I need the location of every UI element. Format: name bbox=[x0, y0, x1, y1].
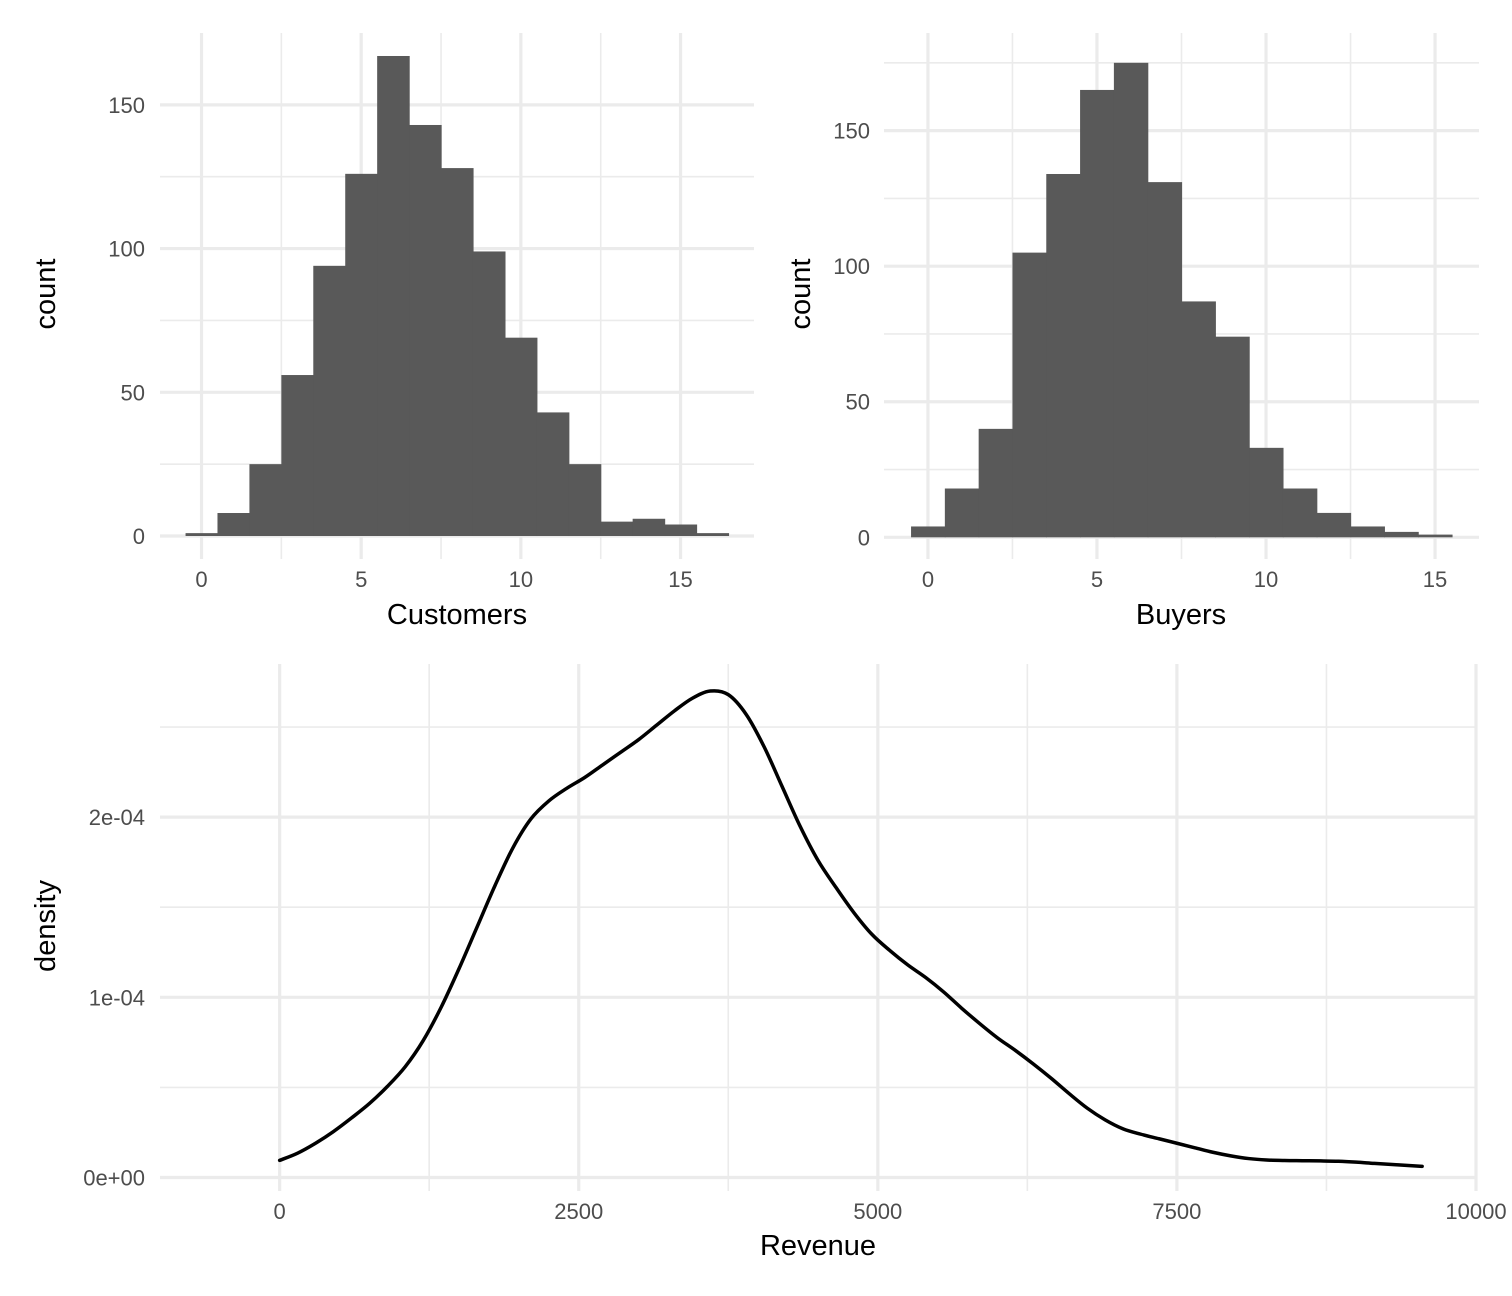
customers-y-tick-labels: 0 50 100 150 bbox=[108, 93, 145, 549]
customers-x-tick-label: 10 bbox=[509, 567, 533, 592]
customers-bar bbox=[345, 173, 378, 536]
customers-y-axis-title: count bbox=[30, 259, 62, 330]
revenue-x-tick-label: 2500 bbox=[554, 1199, 603, 1224]
customers-bar bbox=[281, 375, 314, 536]
customers-y-tick-label: 150 bbox=[108, 93, 145, 118]
customers-bar bbox=[185, 533, 219, 536]
buyers-y-tick-label: 50 bbox=[846, 390, 870, 415]
customers-bars bbox=[185, 55, 730, 537]
revenue-density-panel: 0 2500 5000 7500 10000 0e+00 1e-04 2e-04 Reven… bbox=[30, 664, 1507, 1262]
customers-bar bbox=[568, 464, 602, 537]
revenue-x-axis-title: Revenue bbox=[760, 1230, 876, 1262]
revenue-x-tick-labels: 0 2500 5000 7500 10000 bbox=[274, 1199, 1507, 1224]
customers-bar bbox=[536, 412, 570, 537]
customers-x-tick-label: 15 bbox=[668, 567, 692, 592]
customers-y-tick-label: 0 bbox=[133, 524, 145, 549]
buyers-bar bbox=[911, 526, 946, 538]
buyers-bar bbox=[1384, 531, 1419, 538]
buyers-y-tick-labels: 0 50 100 150 bbox=[833, 119, 870, 551]
buyers-bar bbox=[1147, 182, 1183, 538]
buyers-bar bbox=[1046, 173, 1081, 538]
buyers-y-tick-label: 100 bbox=[833, 254, 870, 279]
revenue-density bbox=[277, 689, 1424, 1169]
revenue-x-tick-label: 0 bbox=[274, 1199, 286, 1224]
customers-bar bbox=[504, 337, 538, 537]
customers-x-tick-label: 0 bbox=[195, 567, 207, 592]
buyers-bar bbox=[978, 428, 1014, 538]
customers-x-tick-labels: 0 5 10 15 bbox=[195, 567, 692, 592]
customers-bar bbox=[472, 251, 506, 537]
customers-bar bbox=[600, 521, 634, 536]
buyers-bar bbox=[1316, 512, 1352, 538]
revenue-grid bbox=[160, 664, 1478, 1191]
buyers-x-tick-label: 5 bbox=[1091, 567, 1103, 592]
buyers-x-tick-label: 10 bbox=[1254, 567, 1278, 592]
customers-bar bbox=[632, 518, 666, 537]
buyers-x-tick-labels: 0 5 10 15 bbox=[922, 567, 1447, 592]
buyers-bars bbox=[911, 62, 1453, 538]
buyers-x-axis-title: Buyers bbox=[1136, 599, 1226, 631]
customers-bar bbox=[217, 513, 251, 536]
buyers-bar bbox=[1350, 526, 1385, 538]
buyers-histogram-panel: 0 5 10 15 0 50 100 150 Buyers count bbox=[785, 33, 1479, 631]
customers-x-tick-label: 5 bbox=[355, 567, 367, 592]
customers-bar bbox=[664, 524, 698, 537]
buyers-y-tick-label: 0 bbox=[858, 525, 870, 550]
buyers-bar bbox=[1080, 89, 1115, 538]
customers-bar bbox=[409, 124, 442, 537]
customers-bar bbox=[249, 464, 282, 537]
buyers-bar bbox=[1215, 336, 1250, 538]
customers-y-tick-label: 50 bbox=[121, 380, 145, 405]
customers-bar bbox=[696, 533, 730, 536]
customers-bar bbox=[441, 168, 474, 536]
revenue-y-axis-title: density bbox=[30, 880, 62, 972]
revenue-x-tick-label: 5000 bbox=[853, 1199, 902, 1224]
customers-x-axis-title: Customers bbox=[387, 599, 527, 631]
buyers-bar bbox=[944, 488, 980, 538]
buyers-bar bbox=[1418, 534, 1453, 538]
buyers-bar bbox=[1282, 488, 1318, 538]
customers-bar bbox=[377, 55, 410, 537]
buyers-bar bbox=[1249, 447, 1284, 538]
revenue-y-tick-labels: 0e+00 1e-04 2e-04 bbox=[83, 805, 145, 1190]
customers-y-tick-label: 100 bbox=[108, 237, 145, 262]
revenue-y-tick-label: 2e-04 bbox=[89, 805, 145, 830]
buyers-y-axis-title: count bbox=[785, 259, 817, 330]
revenue-y-tick-label: 0e+00 bbox=[83, 1165, 145, 1190]
buyers-bar bbox=[1113, 62, 1149, 538]
revenue-x-tick-label: 10000 bbox=[1445, 1199, 1506, 1224]
revenue-x-tick-label: 7500 bbox=[1152, 1199, 1201, 1224]
buyers-y-tick-label: 150 bbox=[833, 119, 870, 144]
buyers-bar bbox=[1012, 252, 1047, 538]
buyers-bar bbox=[1181, 301, 1216, 538]
buyers-x-tick-label: 15 bbox=[1423, 567, 1447, 592]
buyers-x-tick-label: 0 bbox=[922, 567, 934, 592]
customers-bar bbox=[313, 265, 346, 537]
customers-histogram-panel: 0 5 10 15 0 50 100 150 Customers count bbox=[30, 33, 754, 631]
revenue-y-tick-label: 1e-04 bbox=[89, 985, 145, 1010]
revenue-density-line bbox=[277, 689, 1424, 1169]
